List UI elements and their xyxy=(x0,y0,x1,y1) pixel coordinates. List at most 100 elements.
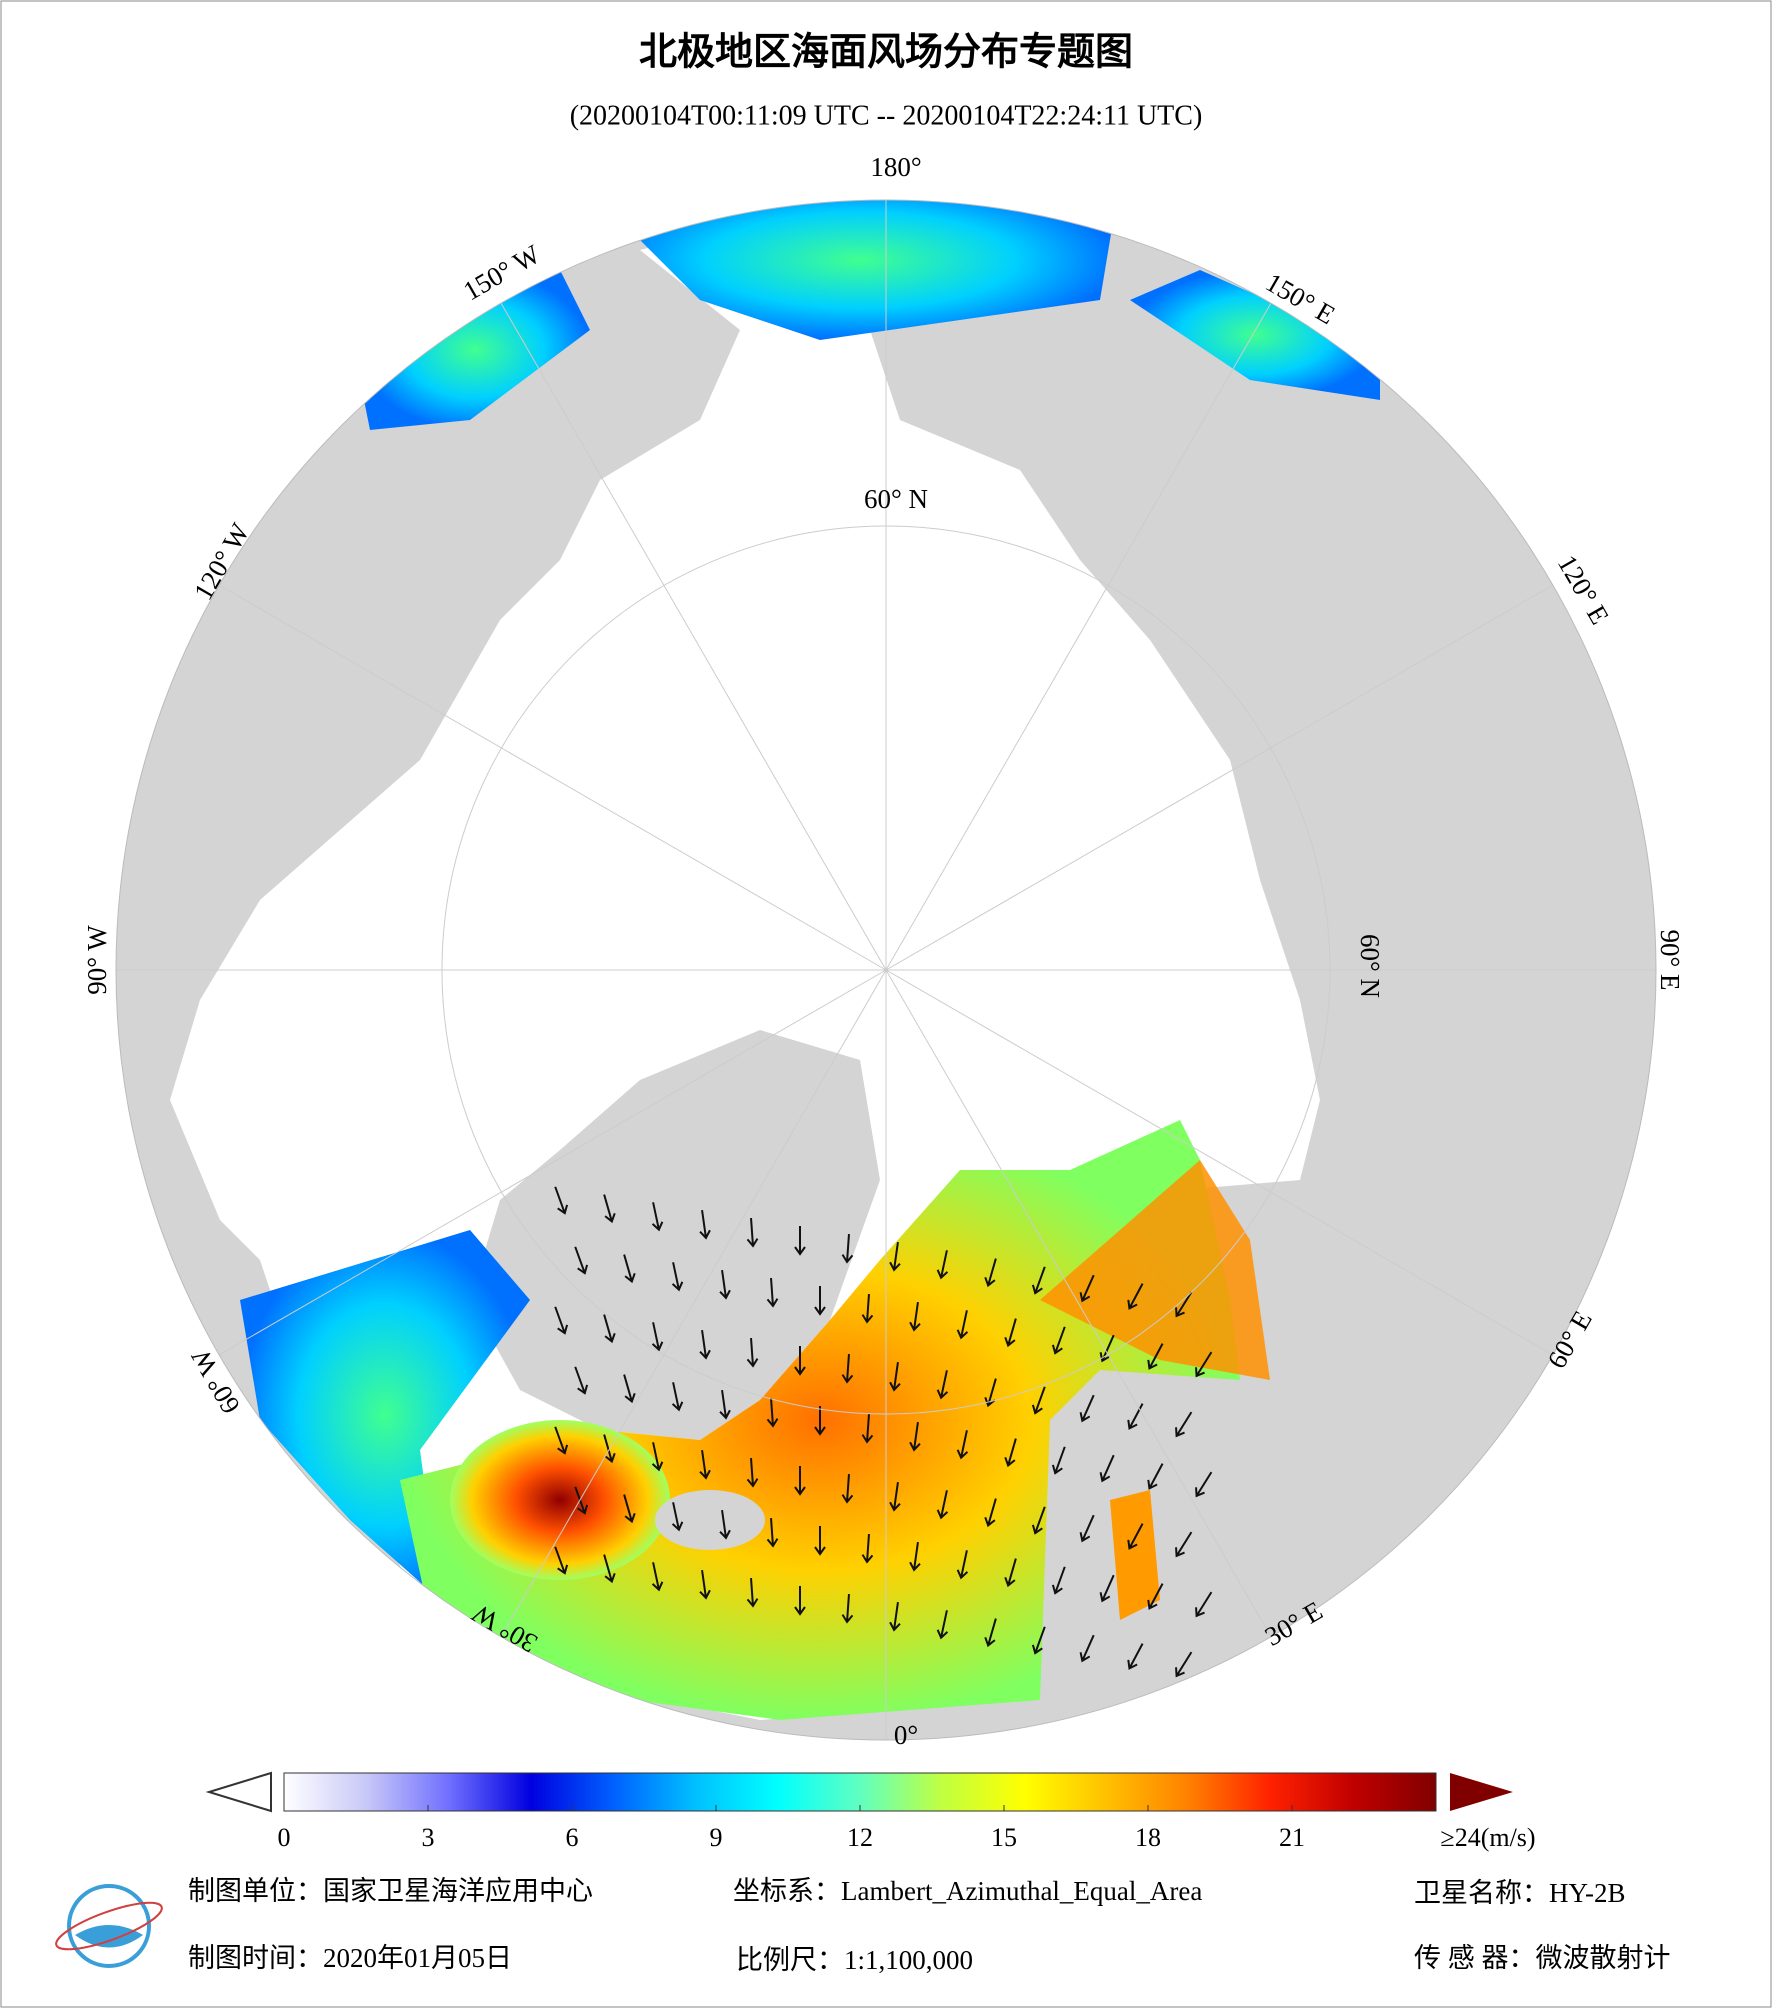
wind-arrow xyxy=(956,1550,969,1580)
wind-arrow xyxy=(746,1337,759,1368)
subtitle: (20200104T00:11:09 UTC -- 20200104T22:24… xyxy=(570,100,1203,131)
wind-arrow xyxy=(603,1314,616,1344)
footer-unit: 制图单位：国家卫星海洋应用中心 xyxy=(188,1876,593,1906)
colorbar: 0 3 6 9 12 15 18 21 ≥24(m/s) xyxy=(205,1771,1536,1852)
graticule-label: 0° xyxy=(894,1720,918,1750)
wind-arrow xyxy=(623,1254,636,1284)
graticule-label: 60° N xyxy=(1355,934,1385,998)
wind-arrow xyxy=(554,1426,569,1455)
wind-arrow xyxy=(936,1490,949,1520)
colorbar-tick-label: 21 xyxy=(1279,1823,1305,1852)
meridian xyxy=(500,969,887,1638)
logo xyxy=(55,1884,163,1968)
wind-arrow xyxy=(1051,1446,1066,1475)
colorbar-tick-label: 9 xyxy=(710,1823,723,1852)
wind-arrow xyxy=(603,1434,616,1464)
wind-arrow xyxy=(1195,1471,1213,1498)
footer-coords: 坐标系：Lambert_Azimuthal_Equal_Area xyxy=(733,1876,1202,1906)
wind-arrow xyxy=(861,1533,874,1564)
wind-arrow xyxy=(719,1389,731,1420)
iceland xyxy=(655,1490,765,1550)
wind-arrow xyxy=(956,1310,969,1340)
wind-arrow xyxy=(603,1554,616,1584)
colorbar-tick-label: 18 xyxy=(1135,1823,1161,1852)
wind-arrow xyxy=(1175,1411,1193,1438)
meridian xyxy=(500,302,887,971)
colorbar-tick-label: 3 xyxy=(422,1823,435,1852)
wind-arrow xyxy=(651,1202,664,1232)
wind-arrow xyxy=(841,1593,854,1624)
meridian xyxy=(885,969,1272,1638)
meridian xyxy=(218,584,887,971)
wind-arrow xyxy=(794,1226,806,1256)
wind-arrow xyxy=(814,1406,826,1436)
wind-arrow xyxy=(671,1382,684,1412)
wind-arrow xyxy=(841,1353,854,1384)
wind-arrow xyxy=(936,1610,949,1640)
wind-arrow xyxy=(719,1509,731,1540)
wind-arrow xyxy=(1004,1558,1017,1588)
map xyxy=(116,200,1656,1740)
wind-arrow xyxy=(1099,1454,1115,1483)
wind-arrow xyxy=(1127,1283,1144,1310)
wind-arrow xyxy=(1099,1574,1115,1603)
wind-arrow xyxy=(889,1481,901,1512)
footer-sensor: 传 感 器：微波散射计 xyxy=(1414,1943,1671,1973)
wind-arrow xyxy=(861,1293,874,1324)
parallel xyxy=(441,525,1331,1415)
wind-arrow xyxy=(1004,1318,1017,1348)
wind-arrow xyxy=(671,1502,684,1532)
wind-arrow xyxy=(651,1442,664,1472)
wind-arrow xyxy=(936,1250,949,1280)
wind-arrow xyxy=(1175,1531,1193,1558)
footer-scale: 比例尺：1:1,100,000 xyxy=(736,1945,973,1975)
graticule-label: 180° xyxy=(870,152,921,182)
footer-time: 制图时间：2020年01月05日 xyxy=(188,1943,512,1973)
wind-arrow xyxy=(936,1370,949,1400)
colorbar-under xyxy=(205,1771,272,1813)
wind-arrow xyxy=(794,1466,806,1496)
wind-arrow xyxy=(794,1346,806,1376)
wind-arrow xyxy=(1195,1351,1213,1378)
wind-arrow xyxy=(984,1378,997,1408)
wind-arrow xyxy=(1051,1566,1066,1595)
wind-arrow xyxy=(746,1457,759,1488)
wind-arrow xyxy=(1175,1291,1193,1318)
wind-arrow xyxy=(956,1430,969,1460)
graticule-label: 90° W xyxy=(82,925,112,995)
colorbar-tick-label: 6 xyxy=(566,1823,579,1852)
map-edge xyxy=(115,199,1657,1741)
wind-arrow xyxy=(699,1329,711,1360)
wind-arrow xyxy=(984,1618,997,1648)
wind-arrow xyxy=(889,1361,901,1392)
wind-arrow xyxy=(574,1366,589,1395)
wind-arrow xyxy=(984,1498,997,1528)
scandinavia xyxy=(1060,1420,1260,1700)
wind-arrow xyxy=(861,1413,874,1444)
wind-arrow xyxy=(699,1569,711,1600)
wind-arrow xyxy=(766,1517,779,1548)
wind-arrow xyxy=(1127,1403,1144,1430)
wind-arrow xyxy=(1031,1266,1046,1295)
wind-arrow xyxy=(1127,1523,1144,1550)
colorbar-tick-label: ≥24(m/s) xyxy=(1440,1823,1535,1852)
colorbar-tick-label: 12 xyxy=(847,1823,873,1852)
wind-arrow xyxy=(766,1277,779,1308)
wind-arrow xyxy=(1079,1274,1095,1303)
wind-arrow xyxy=(699,1449,711,1480)
wind-arrow xyxy=(603,1194,616,1224)
wind-bering-east xyxy=(1130,270,1380,400)
wind-arrow xyxy=(623,1494,636,1524)
graticule-label: 60° N xyxy=(864,484,928,514)
wind-arrow xyxy=(1031,1386,1046,1415)
wind-arrow xyxy=(554,1306,569,1335)
wind-arrow xyxy=(984,1258,997,1288)
wind-arrow xyxy=(889,1601,901,1632)
wind-arrow xyxy=(719,1269,731,1300)
wind-arrow xyxy=(909,1421,921,1452)
wind-barents xyxy=(1040,1160,1270,1380)
wind-arrow xyxy=(1031,1506,1046,1535)
wind-arrow xyxy=(841,1233,854,1264)
greenland xyxy=(470,1030,880,1440)
